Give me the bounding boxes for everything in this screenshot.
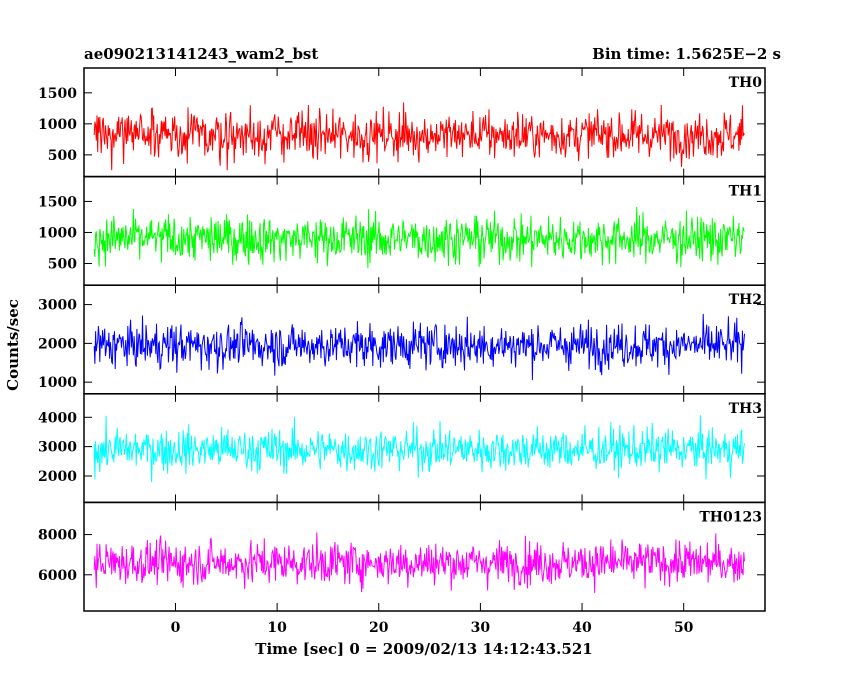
panel-th1: 500 1000 1500 TH1 bbox=[38, 175, 766, 286]
panel-label-th0: TH0 bbox=[729, 75, 763, 91]
series-line-th0123 bbox=[93, 532, 745, 594]
y-tick-label-th0: 500 bbox=[48, 148, 77, 164]
panel-label-th0123: TH0123 bbox=[699, 509, 762, 525]
bin-time-label: Bin time: 1.5625E−2 s bbox=[592, 45, 781, 63]
panel-frame-th0123 bbox=[83, 501, 766, 612]
series-line-th3 bbox=[93, 415, 745, 483]
panel-th2: 1000 2000 3000 TH2 bbox=[38, 284, 766, 395]
panel-th3: 2000 3000 4000 TH3 bbox=[38, 393, 766, 504]
x-tick-label: 20 bbox=[369, 620, 389, 636]
y-tick-label-th1: 1000 bbox=[38, 225, 77, 241]
panel-label-th1: TH1 bbox=[729, 184, 762, 200]
panels-group: 50010001500TH050010001500TH1100020003000… bbox=[38, 67, 766, 636]
y-tick-label-th2: 3000 bbox=[38, 298, 77, 314]
x-axis-label: Time [sec] 0 = 2009/02/13 14:12:43.521 bbox=[255, 640, 592, 658]
y-tick-label-th0: 1000 bbox=[38, 117, 77, 133]
x-tick-label: 50 bbox=[674, 620, 694, 636]
panel-label-th3: TH3 bbox=[729, 401, 762, 417]
panel-th0: 500 1000 1500 TH0 bbox=[38, 67, 766, 178]
x-tick-label: 40 bbox=[572, 620, 592, 636]
panel-th0123: 6000 8000 TH0123 bbox=[38, 501, 766, 612]
series-line-th2 bbox=[93, 313, 745, 381]
series-line-th1 bbox=[93, 206, 745, 269]
y-tick-label-th0123: 6000 bbox=[38, 568, 77, 584]
y-tick-label-th1: 500 bbox=[48, 256, 77, 272]
y-tick-label-th3: 4000 bbox=[38, 410, 77, 426]
x-tick-label: 30 bbox=[471, 620, 491, 636]
y-tick-label-th1: 1500 bbox=[38, 194, 77, 210]
series-line-th0 bbox=[93, 102, 745, 171]
x-tick-label: 0 bbox=[171, 620, 181, 636]
panel-frame-th3 bbox=[83, 393, 766, 504]
y-tick-label-th0: 1500 bbox=[38, 86, 77, 102]
y-tick-label-th2: 1000 bbox=[38, 375, 77, 391]
x-tick-label: 10 bbox=[267, 620, 287, 636]
panel-label-th2: TH2 bbox=[729, 292, 762, 308]
y-axis-label: Counts/sec bbox=[4, 299, 22, 391]
y-tick-label-th2: 2000 bbox=[38, 336, 77, 352]
y-tick-label-th0123: 8000 bbox=[38, 528, 77, 544]
chart-title: ae090213141243_wam2_bst bbox=[84, 45, 318, 63]
y-tick-label-th3: 2000 bbox=[38, 469, 77, 485]
y-tick-label-th3: 3000 bbox=[38, 440, 77, 456]
